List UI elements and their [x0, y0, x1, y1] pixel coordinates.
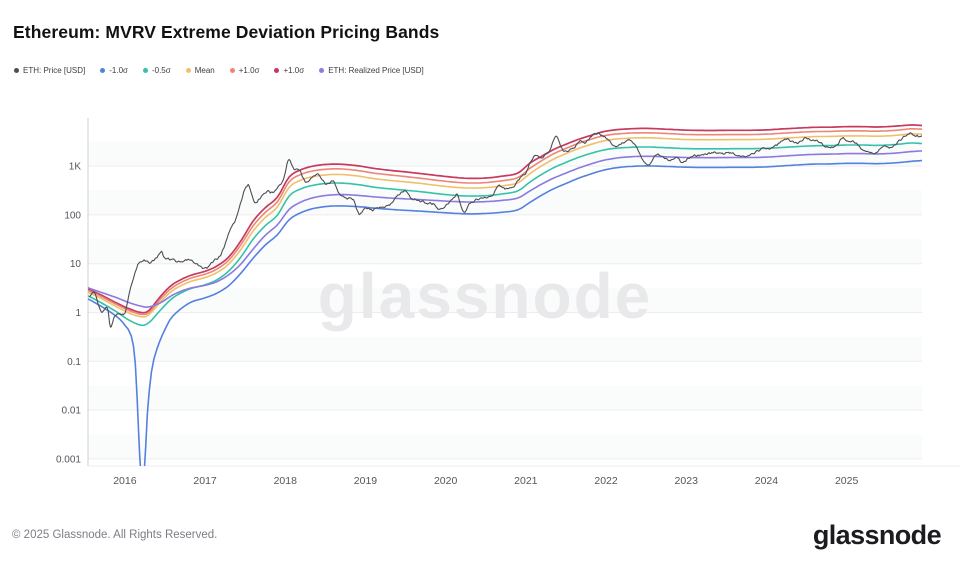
y-tick-label: 0.1	[67, 357, 81, 368]
chart-legend: ETH: Price [USD] -1.0σ -0.5σ Mean +1.0σ +1.0σ…	[14, 66, 424, 75]
y-tick-label: 100	[64, 210, 81, 221]
legend-item-1[interactable]: -1.0σ	[100, 66, 128, 75]
x-tick-label: 2017	[193, 475, 217, 487]
x-tick-label: 2016	[113, 475, 137, 487]
legend-dot-icon	[229, 68, 235, 73]
legend-label: +1.0σ	[283, 66, 305, 75]
legend-dot-icon	[14, 68, 19, 73]
legend-item-5[interactable]: +1.0σ	[274, 66, 304, 75]
legend-item-4[interactable]: +1.0σ	[229, 66, 260, 75]
legend-item-3[interactable]: Mean	[185, 66, 215, 75]
legend-item-6[interactable]: ETH: Realized Price [USD]	[319, 66, 424, 75]
background-stripe	[88, 141, 922, 167]
y-tick-label: 1K	[69, 162, 82, 173]
glassnode-logo[interactable]: glassnode	[812, 520, 942, 550]
legend-dot-icon	[100, 68, 106, 73]
legend-dot-icon	[319, 68, 325, 73]
background-stripe	[88, 190, 922, 215]
background-stripe	[88, 288, 922, 313]
legend-label: -1.0σ	[109, 66, 128, 75]
series-eth-price-usd-	[89, 132, 922, 328]
series--1-0-upper-extreme-	[88, 124, 922, 314]
legend-label: ETH: Price [USD]	[23, 66, 86, 75]
background-stripe	[88, 434, 922, 459]
x-tick-label: 2020	[434, 475, 458, 487]
legend-item-0[interactable]: ETH: Price [USD]	[14, 66, 85, 75]
page-title: Ethereum: MVRV Extreme Deviation Pricing…	[13, 22, 440, 42]
series--1-0-	[88, 159, 922, 466]
x-tick-label: 2025	[835, 475, 859, 487]
y-tick-label: 10	[70, 259, 82, 270]
background-stripe	[88, 385, 922, 411]
legend-item-2[interactable]: -0.5σ	[142, 66, 171, 75]
watermark: glassnode	[318, 260, 653, 332]
y-tick-label: 1	[75, 308, 81, 319]
x-tick-label: 2023	[675, 475, 699, 487]
copyright-text: © 2025 Glassnode. All Rights Reserved.	[12, 529, 218, 541]
y-tick-label: 0.01	[62, 406, 82, 417]
legend-label: +1.0σ	[238, 66, 260, 75]
series--0-5-	[88, 142, 922, 327]
legend-label: -0.5σ	[151, 66, 171, 75]
legend-label: Mean	[194, 66, 215, 75]
series-eth-realized-price-usd-	[88, 150, 922, 308]
background-stripe	[88, 336, 922, 362]
y-tick-label: 0.001	[56, 454, 81, 465]
x-tick-label: 2022	[594, 475, 618, 487]
series--1-0-upper-	[88, 128, 922, 316]
legend-dot-icon	[185, 68, 191, 73]
x-tick-label: 2018	[274, 475, 298, 487]
legend-dot-icon	[274, 68, 280, 73]
x-tick-label: 2024	[755, 475, 779, 487]
x-tick-label: 2019	[354, 475, 378, 487]
legend-dot-icon	[142, 68, 148, 73]
x-tick-label: 2021	[514, 475, 538, 487]
series-mean	[88, 133, 922, 318]
legend-label: ETH: Realized Price [USD]	[328, 66, 424, 75]
